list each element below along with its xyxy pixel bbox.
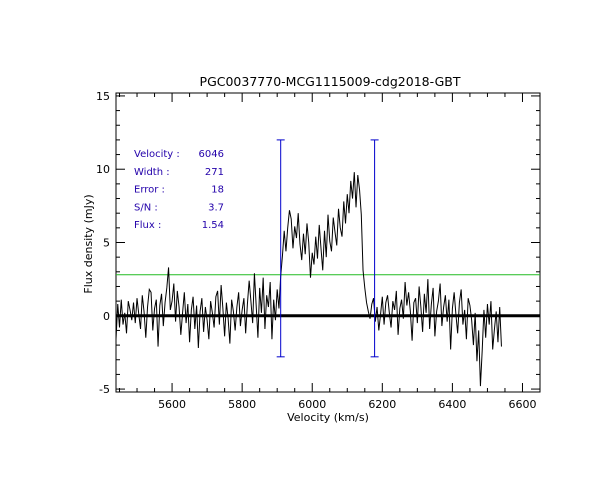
x-tick-label: 5800	[228, 398, 256, 411]
stat-label: Error :	[134, 185, 165, 196]
x-tick-label: 5600	[158, 398, 186, 411]
x-tick-label: 6200	[368, 398, 396, 411]
x-axis-label: Velocity (km/s)	[287, 411, 369, 424]
spectrum-line	[116, 172, 502, 387]
stat-value: 6046	[199, 149, 224, 160]
stat-value: 1.54	[202, 220, 224, 231]
stat-label: S/N :	[134, 202, 158, 213]
y-tick-label: 10	[96, 163, 110, 176]
x-tick-label: 6000	[298, 398, 326, 411]
stat-label: Flux :	[134, 220, 161, 231]
stat-label: Velocity :	[134, 149, 180, 160]
stat-label: Width :	[134, 167, 170, 178]
chart-title: PGC0037770-MCG1115009-cdg2018-GBT	[200, 74, 461, 89]
plot-area: 5600 5800 6000 6200 6400 6600 -5 0 5 10 15 Velocity…	[96, 90, 541, 411]
y-tick-label: 5	[103, 237, 110, 250]
y-tick-label: -5	[99, 383, 110, 396]
y-tick-label: 15	[96, 90, 110, 103]
x-tick-label: 6600	[508, 398, 536, 411]
x-tick-label: 6400	[438, 398, 466, 411]
y-axis-label: Flux density (mJy)	[82, 194, 95, 293]
stat-value: 271	[205, 167, 224, 178]
stat-value: 18	[211, 185, 224, 196]
stat-value: 3.7	[208, 202, 224, 213]
y-tick-label: 0	[103, 310, 110, 323]
